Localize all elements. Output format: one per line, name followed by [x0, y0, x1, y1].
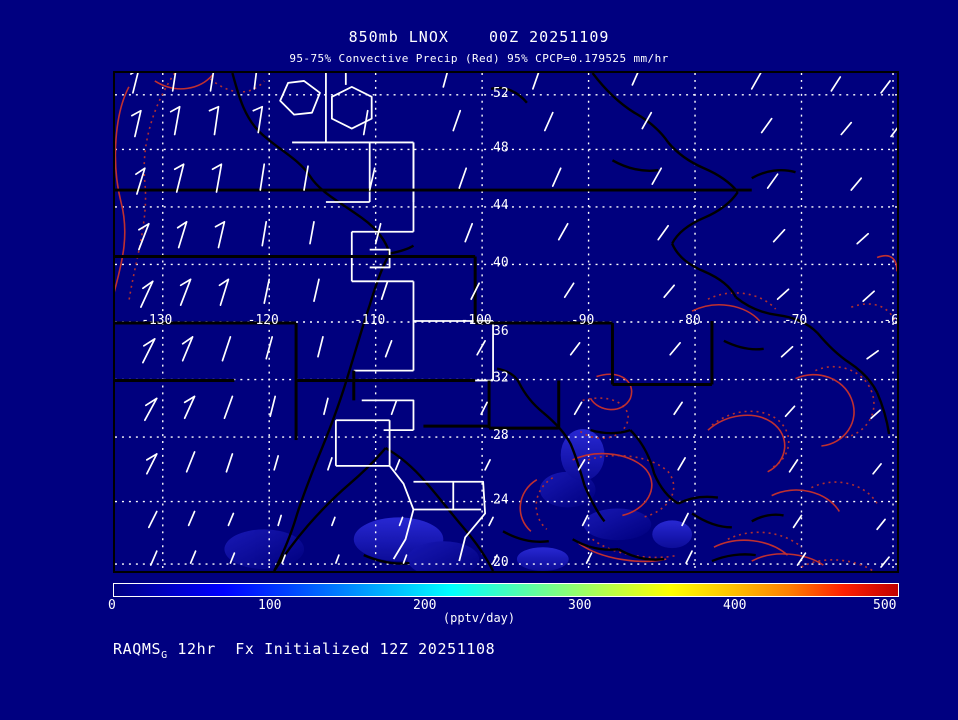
map-axis-labels: -130 -120 -110 -100 -90 -80 -70 -60 52 4…	[141, 86, 897, 570]
lat-label-32: 32	[493, 371, 509, 386]
colorbar-unit-label: (pptv/day)	[442, 611, 516, 625]
lat-label-36: 36	[493, 324, 509, 339]
lon-label-110: -110	[354, 313, 385, 328]
wind-barbs	[130, 73, 897, 568]
coastlines	[231, 73, 891, 571]
colorbar-tick-100: 100	[258, 598, 282, 613]
political-borders	[115, 188, 752, 441]
precip-75-contours	[128, 73, 896, 571]
lon-label-60: -60	[883, 313, 897, 328]
colorbar-tick-300: 300	[568, 598, 592, 613]
footer-caption: RAQMSG 12hr Fx Initialized 12Z 20251108	[113, 640, 495, 661]
page-title: 850mb LNOX 00Z 20251109	[348, 28, 610, 46]
footer-text: 12hr Fx Initialized 12Z 20251108	[167, 640, 496, 658]
lon-label-120: -120	[248, 313, 279, 328]
colorbar-tick-0: 0	[108, 598, 116, 613]
lon-label-100: -100	[461, 313, 492, 328]
lat-label-40: 40	[493, 255, 509, 270]
lat-label-44: 44	[493, 198, 509, 213]
lat-label-20: 20	[493, 555, 509, 570]
page-subtitle: 95-75% Convective Precip (Red) 95% CPCP=…	[289, 52, 669, 65]
colorbar-tick-400: 400	[723, 598, 747, 613]
lat-label-48: 48	[493, 140, 509, 155]
map-plot-area[interactable]: -130 -120 -110 -100 -90 -80 -70 -60 52 4…	[113, 71, 899, 573]
footer-model-subscript: G	[161, 650, 168, 661]
lat-label-24: 24	[493, 493, 509, 508]
map-canvas: -130 -120 -110 -100 -90 -80 -70 -60 52 4…	[115, 73, 897, 571]
colorbar[interactable]	[113, 583, 899, 597]
lat-label-28: 28	[493, 428, 509, 443]
colorbar-tick-500: 500	[873, 598, 897, 613]
state-borders	[279, 73, 494, 562]
footer-model: RAQMS	[113, 640, 162, 658]
precip-95-contours	[115, 74, 897, 566]
lon-label-90: -90	[571, 313, 594, 328]
colorbar-tick-200: 200	[413, 598, 437, 613]
lon-label-80: -80	[677, 313, 700, 328]
lon-label-70: -70	[784, 313, 807, 328]
lat-label-52: 52	[493, 86, 509, 101]
lon-label-130: -130	[141, 313, 172, 328]
